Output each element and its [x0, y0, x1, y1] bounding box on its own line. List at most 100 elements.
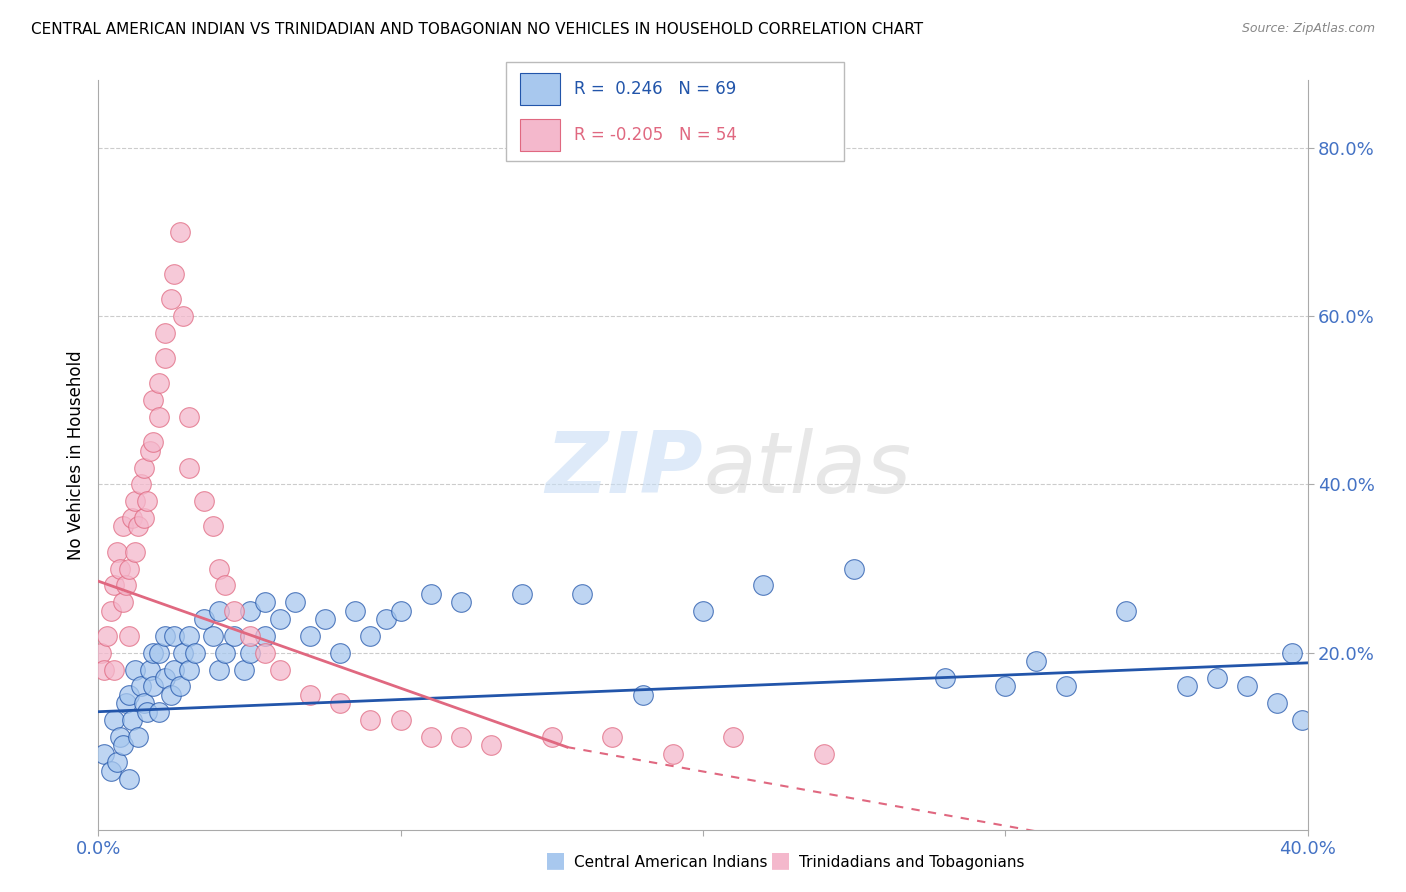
Point [934, 671, 956, 685]
Point [135, 705, 157, 719]
Point [420, 587, 443, 601]
Point [108, 730, 131, 744]
Point [93, 663, 115, 677]
Point [269, 663, 291, 677]
Point [163, 629, 186, 643]
Point [142, 646, 165, 660]
Point [208, 663, 231, 677]
Point [360, 629, 382, 643]
Point [184, 646, 207, 660]
Point [1175, 680, 1198, 694]
Point [111, 519, 134, 533]
Point [132, 460, 155, 475]
Point [481, 739, 503, 753]
Point [153, 351, 176, 365]
Point [118, 629, 141, 643]
Point [202, 519, 225, 533]
Point [253, 595, 276, 609]
Point [169, 680, 191, 694]
Point [148, 705, 170, 719]
Point [135, 494, 157, 508]
Point [510, 587, 533, 601]
Point [114, 578, 136, 592]
Point [100, 764, 122, 778]
Point [844, 561, 866, 575]
Point [127, 519, 149, 533]
Point [96, 629, 118, 643]
Point [540, 730, 562, 744]
Point [253, 629, 276, 643]
Point [752, 578, 775, 592]
Point [1267, 696, 1289, 710]
Point [118, 772, 141, 786]
Point [253, 646, 276, 660]
Point [129, 680, 152, 694]
Point [420, 730, 443, 744]
Point [90, 646, 112, 660]
Point [148, 376, 170, 391]
Text: Trinidadians and Tobagonians: Trinidadians and Tobagonians [799, 855, 1024, 870]
Point [994, 680, 1017, 694]
Point [314, 612, 336, 626]
Point [344, 604, 367, 618]
Point [142, 393, 165, 408]
Text: CENTRAL AMERICAN INDIAN VS TRINIDADIAN AND TOBAGONIAN NO VEHICLES IN HOUSEHOLD C: CENTRAL AMERICAN INDIAN VS TRINIDADIAN A… [31, 22, 924, 37]
Point [1024, 654, 1046, 668]
Point [389, 604, 412, 618]
Point [360, 713, 382, 727]
Point [389, 713, 412, 727]
Point [661, 747, 683, 761]
Point [132, 696, 155, 710]
Point [105, 545, 128, 559]
Point [111, 595, 134, 609]
Point [202, 629, 225, 643]
Point [172, 309, 194, 323]
Point [232, 663, 254, 677]
Point [124, 494, 146, 508]
Point [153, 629, 176, 643]
FancyBboxPatch shape [520, 120, 560, 151]
Point [172, 646, 194, 660]
Point [214, 578, 236, 592]
Point [93, 747, 115, 761]
Point [148, 410, 170, 425]
Point [224, 629, 246, 643]
Point [127, 730, 149, 744]
Point [299, 688, 322, 702]
Point [214, 646, 236, 660]
Point [105, 755, 128, 769]
Point [103, 663, 125, 677]
Point [139, 443, 162, 458]
Point [1291, 713, 1313, 727]
Point [450, 595, 472, 609]
Point [299, 629, 322, 643]
Point [631, 688, 654, 702]
Point [329, 646, 352, 660]
Point [193, 494, 215, 508]
Text: ■: ■ [546, 850, 565, 870]
Point [124, 545, 146, 559]
Point [224, 604, 246, 618]
Point [329, 696, 352, 710]
Point [121, 713, 143, 727]
FancyBboxPatch shape [506, 62, 844, 161]
Point [179, 663, 201, 677]
Point [1115, 604, 1137, 618]
Text: ■: ■ [770, 850, 790, 870]
Point [103, 713, 125, 727]
Point [239, 604, 262, 618]
Point [239, 629, 262, 643]
Point [108, 561, 131, 575]
Point [100, 604, 122, 618]
Point [142, 680, 165, 694]
Text: Central American Indians: Central American Indians [574, 855, 768, 870]
Point [169, 225, 191, 239]
Point [139, 663, 162, 677]
Point [374, 612, 396, 626]
Point [239, 646, 262, 660]
Point [813, 747, 835, 761]
Point [121, 511, 143, 525]
Point [118, 561, 141, 575]
Point [1206, 671, 1229, 685]
Point [118, 688, 141, 702]
